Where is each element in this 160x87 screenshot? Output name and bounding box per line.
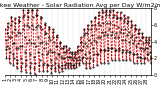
Title: Milwaukee Weather - Solar Radiation Avg per Day W/m2/minute: Milwaukee Weather - Solar Radiation Avg … [0,3,160,8]
